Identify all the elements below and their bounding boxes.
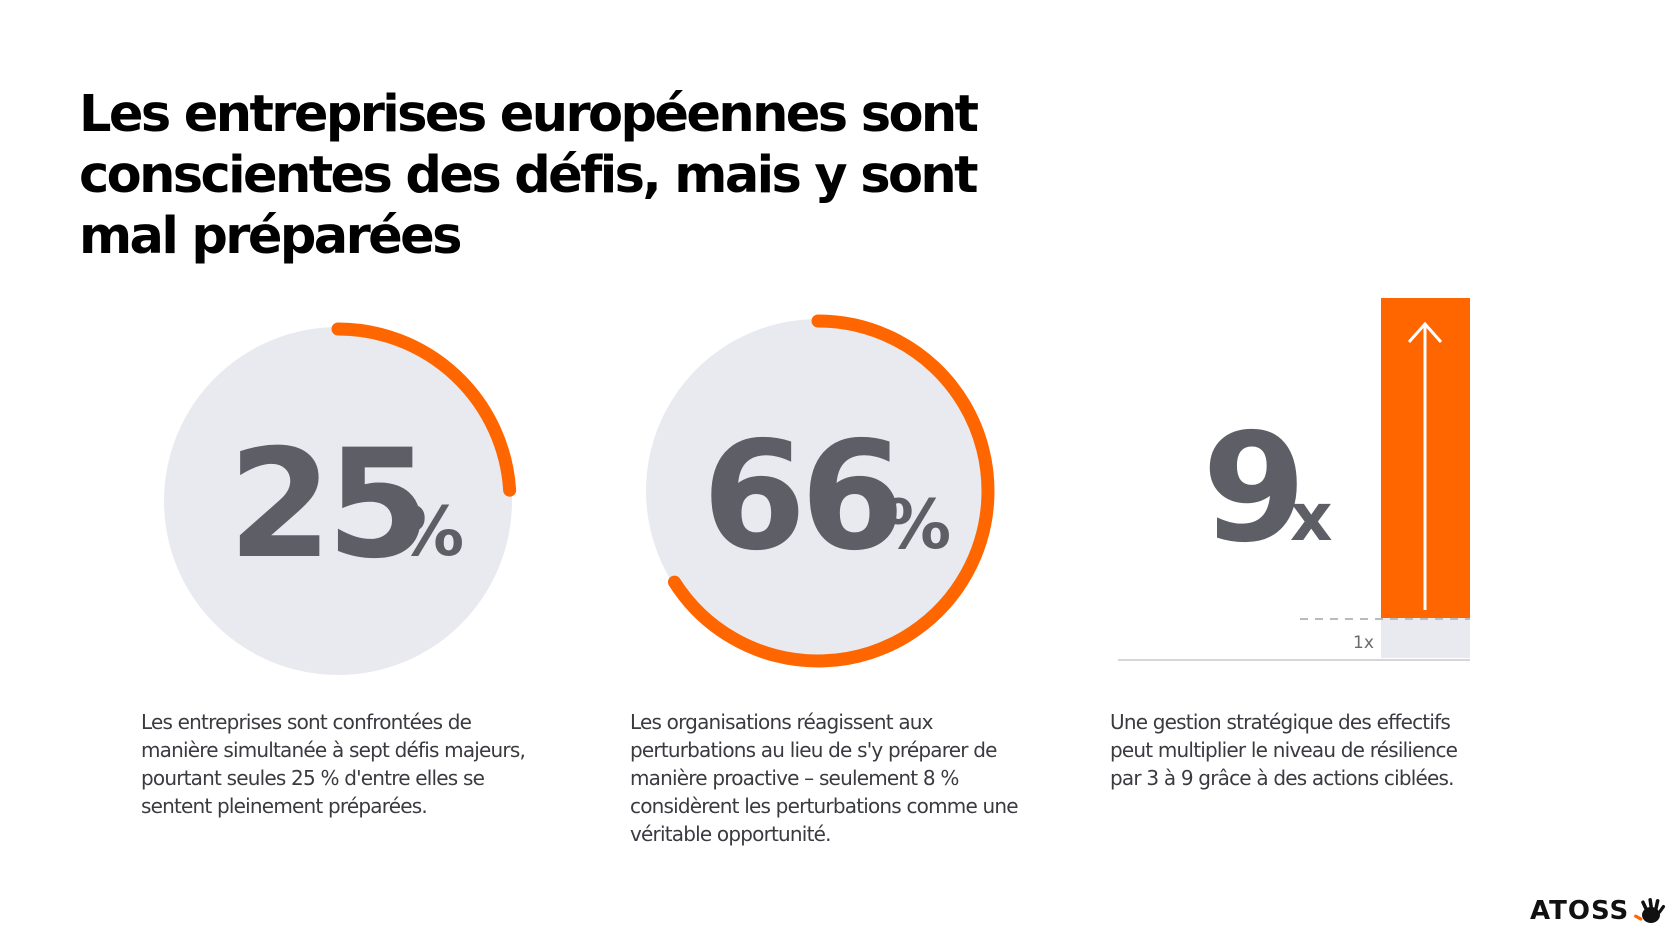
stat-9x-description: Une gestion stratégique des effectifs pe… — [1110, 710, 1458, 790]
hand-icon — [1634, 898, 1666, 923]
stat-25-description: Les entreprises sont confrontées de mani… — [141, 710, 526, 818]
baseline-bar — [1381, 618, 1470, 658]
stat-66-unit: % — [883, 486, 951, 565]
atoss-logo: ATOSS — [1530, 895, 1667, 927]
logo-text: ATOSS — [1530, 896, 1630, 926]
stat-25-background-circle — [164, 327, 512, 675]
stat-66-progress-arc — [667, 314, 995, 668]
stat-66-background-circle — [646, 319, 990, 663]
stat-25-unit: % — [396, 493, 464, 572]
arrow-up-icon — [1407, 321, 1443, 343]
stat-25-ring: 25 % — [164, 322, 517, 675]
stat-66-ring: 66 % — [646, 314, 995, 668]
stat-66-description: Les organisations réagissent aux perturb… — [630, 710, 1019, 846]
stat-25-value: 25 — [228, 418, 425, 592]
stat-9x-unit: x — [1290, 479, 1333, 556]
baseline-label: 1x — [1353, 633, 1374, 653]
stat-66-value: 66 — [702, 410, 899, 584]
stat-9x-value: 9 — [1202, 402, 1300, 576]
stat-25-progress-arc — [331, 322, 517, 497]
stat-9x-graphic: 1x 9 x — [1118, 298, 1470, 661]
page-title: Les entreprises européennes sont conscie… — [79, 85, 979, 266]
